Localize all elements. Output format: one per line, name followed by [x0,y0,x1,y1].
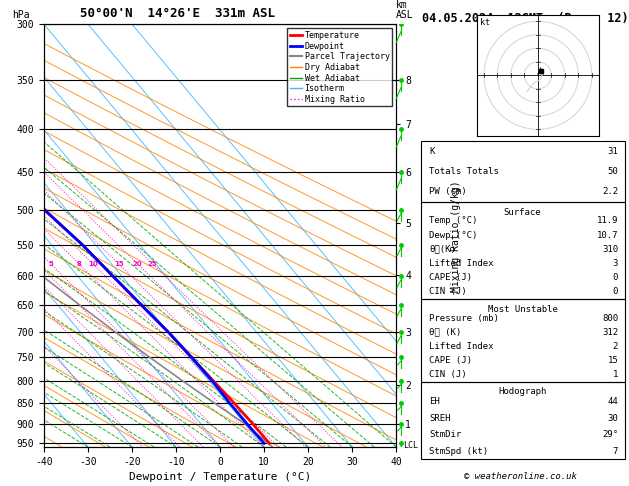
Text: hPa: hPa [13,10,30,20]
Text: 10.7: 10.7 [597,230,618,240]
Text: Temp (°C): Temp (°C) [430,216,478,226]
Text: Pressure (mb): Pressure (mb) [430,313,499,323]
Text: 29°: 29° [602,430,618,439]
Text: SREH: SREH [430,414,451,423]
Text: 3: 3 [613,259,618,268]
X-axis label: Dewpoint / Temperature (°C): Dewpoint / Temperature (°C) [129,472,311,483]
Text: Mixing Ratio (g/kg): Mixing Ratio (g/kg) [451,180,461,292]
Text: StmSpd (kt): StmSpd (kt) [430,447,489,455]
Text: 11.9: 11.9 [597,216,618,226]
Text: Surface: Surface [504,208,542,217]
Text: CAPE (J): CAPE (J) [430,273,472,282]
Text: 0: 0 [613,287,618,296]
Text: θᴄ (K): θᴄ (K) [430,328,462,337]
Text: 800: 800 [602,313,618,323]
Text: 2.2: 2.2 [602,187,618,196]
Text: 2: 2 [613,342,618,351]
Text: km
ASL: km ASL [396,0,414,20]
Text: LCL: LCL [403,441,418,450]
Text: 0: 0 [613,273,618,282]
Text: θᴄ(K): θᴄ(K) [430,245,456,254]
Bar [421,141,625,202]
Text: Dewp (°C): Dewp (°C) [430,230,478,240]
Legend: Temperature, Dewpoint, Parcel Trajectory, Dry Adiabat, Wet Adiabat, Isotherm, Mi: Temperature, Dewpoint, Parcel Trajectory… [287,29,392,106]
Text: 30: 30 [608,414,618,423]
Text: Most Unstable: Most Unstable [487,305,557,314]
Text: K: K [430,147,435,156]
Text: 50°00'N  14°26'E  331m ASL: 50°00'N 14°26'E 331m ASL [81,7,276,20]
Text: EH: EH [430,398,440,406]
Text: 1: 1 [613,370,618,379]
Text: 312: 312 [602,328,618,337]
Bar [421,382,625,459]
Text: 44: 44 [608,398,618,406]
Bar [421,299,625,382]
Text: Hodograph: Hodograph [498,387,547,397]
Text: 5: 5 [48,261,53,267]
Text: 20: 20 [133,261,142,267]
Text: Lifted Index: Lifted Index [430,342,494,351]
Text: 15: 15 [608,356,618,365]
Text: 15: 15 [114,261,123,267]
Text: kt: kt [479,18,489,27]
Text: CIN (J): CIN (J) [430,287,467,296]
Text: Totals Totals: Totals Totals [430,167,499,176]
Text: CIN (J): CIN (J) [430,370,467,379]
Text: © weatheronline.co.uk: © weatheronline.co.uk [464,472,577,481]
Text: 25: 25 [148,261,157,267]
Bar [421,202,625,299]
Text: PW (cm): PW (cm) [430,187,467,196]
Text: 50: 50 [608,167,618,176]
Text: StmDir: StmDir [430,430,462,439]
Text: CAPE (J): CAPE (J) [430,356,472,365]
Text: 10: 10 [88,261,97,267]
Text: 04.05.2024  12GMT  (Base: 12): 04.05.2024 12GMT (Base: 12) [421,12,628,25]
Text: 310: 310 [602,245,618,254]
Text: Lifted Index: Lifted Index [430,259,494,268]
Text: 8: 8 [77,261,81,267]
Text: 7: 7 [613,447,618,455]
Text: 31: 31 [608,147,618,156]
